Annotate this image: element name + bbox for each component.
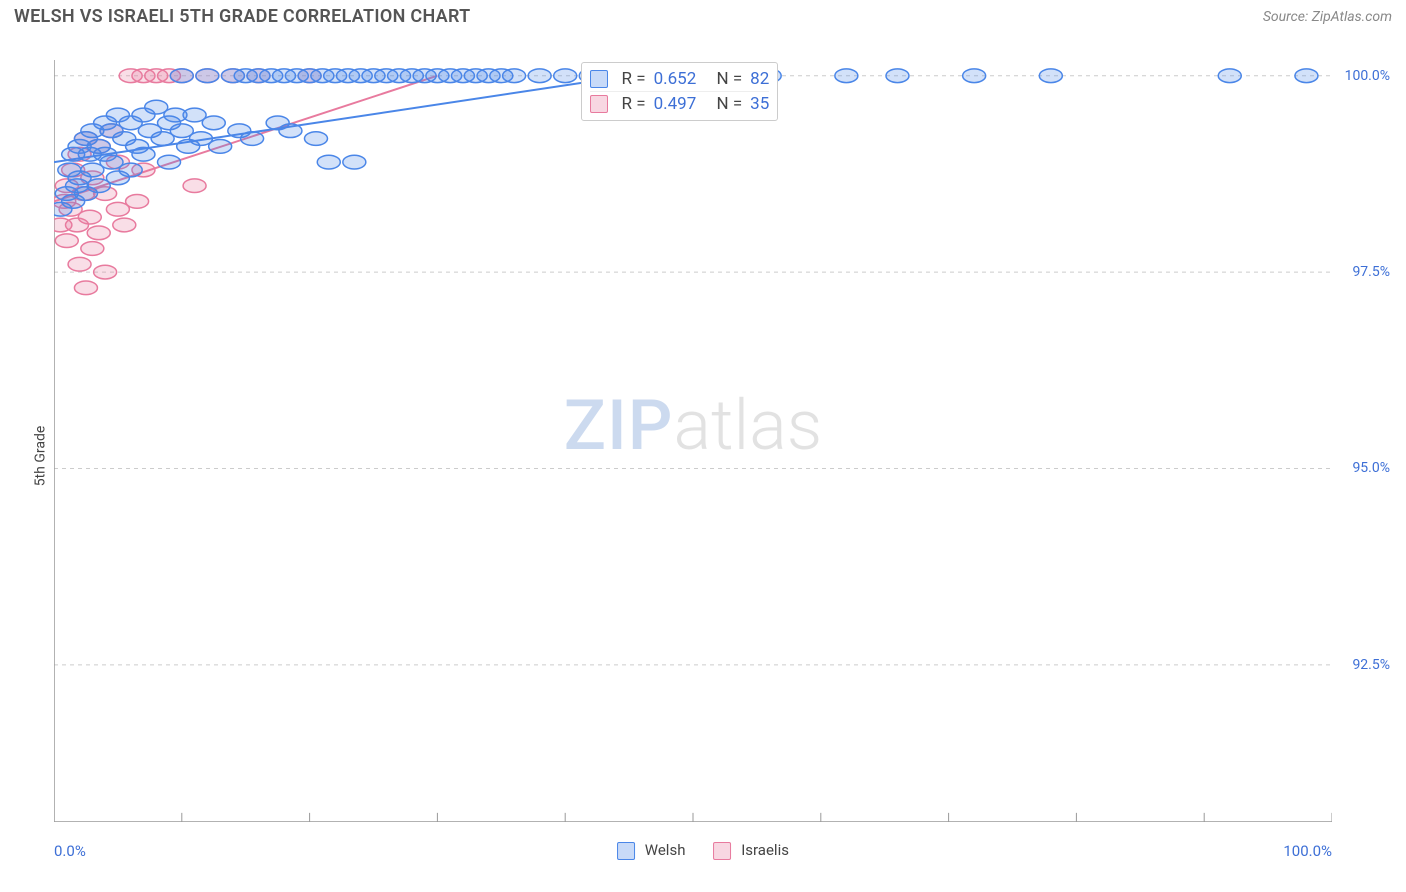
- source-credit: Source: ZipAtlas.com: [1263, 9, 1392, 25]
- welsh-r-value: 0.652: [654, 69, 697, 89]
- welsh-label: Welsh: [645, 841, 686, 859]
- y-axis-label: 5th Grade: [32, 426, 48, 487]
- scatter-plot-svg: [54, 60, 1332, 822]
- israelis-n-value: 35: [750, 94, 769, 114]
- n-label: N =: [716, 69, 742, 89]
- israelis-label: Israelis: [741, 841, 789, 859]
- y-tick-label: 97.5%: [1352, 264, 1390, 280]
- welsh-n-value: 82: [750, 69, 769, 89]
- chart-title: WELSH VS ISRAELI 5TH GRADE CORRELATION C…: [14, 6, 471, 27]
- israelis-r-value: 0.497: [654, 94, 697, 114]
- legend-row-welsh: R = 0.652 N = 82: [590, 67, 770, 91]
- n-label: N =: [716, 94, 742, 114]
- welsh-swatch-icon: [590, 70, 608, 88]
- r-label: R =: [622, 69, 646, 89]
- series-legend: Welsh Israelis: [617, 841, 789, 860]
- israelis-swatch-icon: [590, 95, 608, 113]
- y-tick-label: 92.5%: [1352, 657, 1390, 673]
- welsh-swatch-icon: [617, 842, 635, 860]
- plot-area: ZIPatlas R = 0.652 N = 82 R = 0.497 N = …: [54, 60, 1332, 822]
- x-max-label: 100.0%: [1283, 842, 1332, 860]
- r-label: R =: [622, 94, 646, 114]
- y-tick-label: 100.0%: [1345, 68, 1390, 84]
- israelis-swatch-icon: [713, 842, 731, 860]
- legend-item-welsh: Welsh: [617, 841, 685, 860]
- chart-container: 5th Grade ZIPatlas R = 0.652 N = 82 R = …: [14, 40, 1392, 872]
- x-min-label: 0.0%: [54, 842, 86, 860]
- correlation-legend: R = 0.652 N = 82 R = 0.497 N = 35: [581, 62, 779, 121]
- y-tick-label: 95.0%: [1352, 460, 1390, 476]
- legend-row-israelis: R = 0.497 N = 35: [590, 91, 770, 116]
- legend-item-israelis: Israelis: [713, 841, 789, 860]
